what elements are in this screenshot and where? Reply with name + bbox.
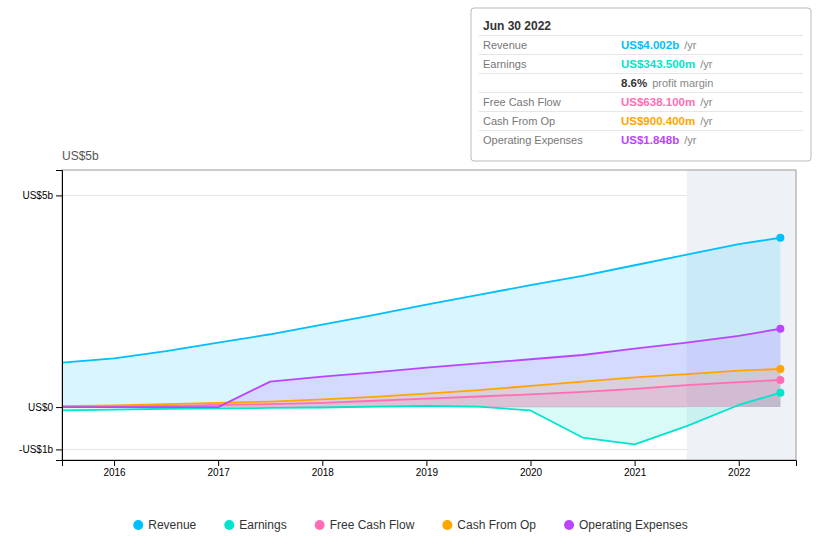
end-dot — [776, 365, 784, 373]
end-dot — [776, 376, 784, 384]
info-label: Free Cash Flow — [483, 96, 561, 108]
x-tick-label: 2020 — [520, 467, 543, 478]
chart: 2016 2017 2018 2019 2020 2021 2022 -US$1b US$0 US… — [0, 0, 821, 560]
legend-label: Free Cash Flow — [330, 518, 415, 532]
info-suffix: /yr — [684, 134, 697, 146]
x-tick: 2019 — [416, 460, 439, 478]
info-value: US$900.400m — [621, 115, 695, 127]
legend-swatch — [564, 520, 574, 530]
x-tick-label: 2019 — [416, 467, 439, 478]
series-area — [62, 238, 780, 407]
y-axis-line — [56, 171, 63, 461]
x-tick: 2018 — [312, 460, 335, 478]
x-tick-mark — [426, 460, 427, 466]
y-tick-label: US$5b — [22, 190, 53, 201]
info-value: US$4.002b — [621, 39, 679, 51]
x-tick-mark — [114, 460, 115, 466]
plot-frame — [62, 170, 796, 460]
legend: Revenue Earnings Free Cash Flow Cash From O… — [133, 518, 688, 532]
y-tick: -US$1b — [19, 444, 62, 455]
legend-label: Revenue — [148, 518, 196, 532]
info-separator — [479, 35, 803, 36]
info-suffix: profit margin — [652, 77, 713, 89]
grid — [62, 195, 796, 449]
info-label: Operating Expenses — [483, 134, 583, 146]
legend-swatch — [224, 520, 234, 530]
series-area — [62, 329, 780, 407]
x-tick-label: 2022 — [728, 467, 751, 478]
series-line — [62, 369, 780, 406]
x-tick: 2021 — [624, 460, 647, 478]
x-axis-line — [63, 461, 797, 467]
x-tick: 2017 — [208, 460, 231, 478]
x-tick-mark — [322, 460, 323, 466]
info-label: Revenue — [483, 39, 527, 51]
y-tick-mark — [56, 407, 62, 408]
info-suffix: /yr — [700, 58, 713, 70]
info-value: US$343.500m — [621, 58, 695, 70]
info-value: 8.6% — [621, 77, 647, 89]
x-tick-label: 2016 — [103, 467, 126, 478]
y-axis-label: US$5b — [62, 149, 99, 163]
info-label: Cash From Op — [483, 115, 555, 127]
legend-item: Cash From Op — [442, 518, 536, 532]
end-dot — [776, 234, 784, 242]
y-tick: US$5b — [22, 190, 62, 201]
info-separator — [479, 130, 803, 131]
info-separator — [479, 73, 803, 74]
legend-label: Cash From Op — [457, 518, 536, 532]
info-separator — [479, 54, 803, 55]
legend-label: Operating Expenses — [579, 518, 688, 532]
y-tick-mark — [56, 449, 62, 450]
end-dot — [776, 389, 784, 397]
info-suffix: /yr — [700, 115, 713, 127]
info-header: Jun 30 2022 — [483, 19, 551, 33]
info-separator — [479, 111, 803, 112]
legend-swatch — [315, 520, 325, 530]
legend-label: Earnings — [239, 518, 286, 532]
plot: 2016 2017 2018 2019 2020 2021 2022 -US$1b US$0 US… — [19, 170, 796, 478]
x-tick-mark — [218, 460, 219, 466]
legend-swatch — [442, 520, 452, 530]
info-separator — [479, 92, 803, 93]
y-tick-label: US$0 — [28, 402, 53, 413]
info-suffix: /yr — [684, 39, 697, 51]
y-tick-mark — [56, 195, 62, 196]
end-dot — [776, 325, 784, 333]
x-axis: 2016 2017 2018 2019 2020 2021 2022 — [63, 460, 797, 478]
series-line — [62, 393, 780, 445]
x-tick-mark — [635, 460, 636, 466]
x-tick: 2020 — [520, 460, 543, 478]
series-line — [62, 329, 780, 407]
x-tick: 2022 — [728, 460, 751, 478]
info-value: US$1.848b — [621, 134, 679, 146]
x-tick-mark — [531, 460, 532, 466]
x-tick-label: 2021 — [624, 467, 647, 478]
info-label: Earnings — [483, 58, 527, 70]
legend-swatch — [133, 520, 143, 530]
y-tick: US$0 — [28, 402, 62, 413]
legend-item: Revenue — [133, 518, 196, 532]
info-value: US$638.100m — [621, 96, 695, 108]
info-box-frame — [471, 8, 811, 161]
legend-item: Earnings — [224, 518, 286, 532]
legend-item: Operating Expenses — [564, 518, 688, 532]
info-box: Jun 30 2022 Revenue US$4.002b/yr Earnings US… — [471, 8, 811, 161]
x-tick-label: 2017 — [208, 467, 231, 478]
grid-line — [62, 449, 796, 450]
grid-line — [62, 195, 796, 196]
x-tick-label: 2018 — [312, 467, 335, 478]
info-suffix: /yr — [700, 96, 713, 108]
x-tick-mark — [739, 460, 740, 466]
x-tick: 2016 — [103, 460, 126, 478]
y-axis: -US$1b US$0 US$5b — [19, 171, 62, 461]
legend-item: Free Cash Flow — [315, 518, 415, 532]
y-tick-label: -US$1b — [19, 444, 53, 455]
data-layer — [62, 170, 796, 460]
